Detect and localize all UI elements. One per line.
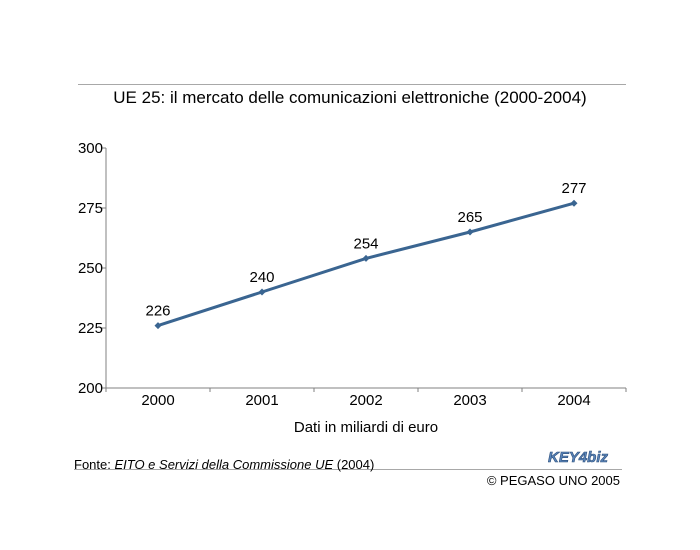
y-tick-label: 225 — [78, 320, 103, 337]
y-tick-label: 275 — [78, 200, 103, 217]
source-note: Fonte: EITO e Servizi della Commissione … — [74, 457, 374, 472]
data-point — [466, 228, 474, 236]
key4biz-logo: KEY4biz — [548, 449, 609, 467]
series-line — [157, 201, 575, 328]
data-point — [154, 322, 162, 330]
source-year: (2004) — [333, 457, 375, 472]
x-tick-label: 2001 — [245, 392, 278, 409]
data-label: 265 — [457, 209, 482, 226]
data-label: 240 — [249, 269, 274, 286]
source-prefix: Fonte: — [74, 457, 115, 472]
data-point — [258, 288, 266, 296]
data-label: 254 — [353, 235, 378, 252]
data-point — [570, 199, 578, 207]
y-tick-label: 300 — [78, 140, 103, 157]
x-tick-label: 2000 — [141, 392, 174, 409]
data-point — [362, 254, 370, 262]
x-tick-label: 2002 — [349, 392, 382, 409]
chart-title: UE 25: il mercato delle comunicazioni el… — [113, 88, 587, 107]
data-label: 277 — [561, 180, 586, 197]
x-tick-label: 2004 — [557, 392, 590, 409]
x-axis-label: Dati in miliardi di euro — [294, 419, 438, 436]
key4biz-logo-text: KEY4biz — [548, 449, 609, 466]
top-rule — [78, 84, 626, 85]
data-label: 226 — [145, 303, 170, 320]
y-tick-label: 250 — [78, 260, 103, 277]
y-tick-label: 200 — [78, 380, 103, 397]
line-chart: 200 225 250 275 300 2000 2001 2002 2003 2004 Dati … — [78, 140, 627, 436]
bottom-rule — [74, 469, 622, 470]
source-name: EITO e Servizi della Commissione UE — [114, 457, 334, 472]
copyright: © PEGASO UNO 2005 — [486, 473, 620, 488]
x-tick-label: 2003 — [453, 392, 486, 409]
